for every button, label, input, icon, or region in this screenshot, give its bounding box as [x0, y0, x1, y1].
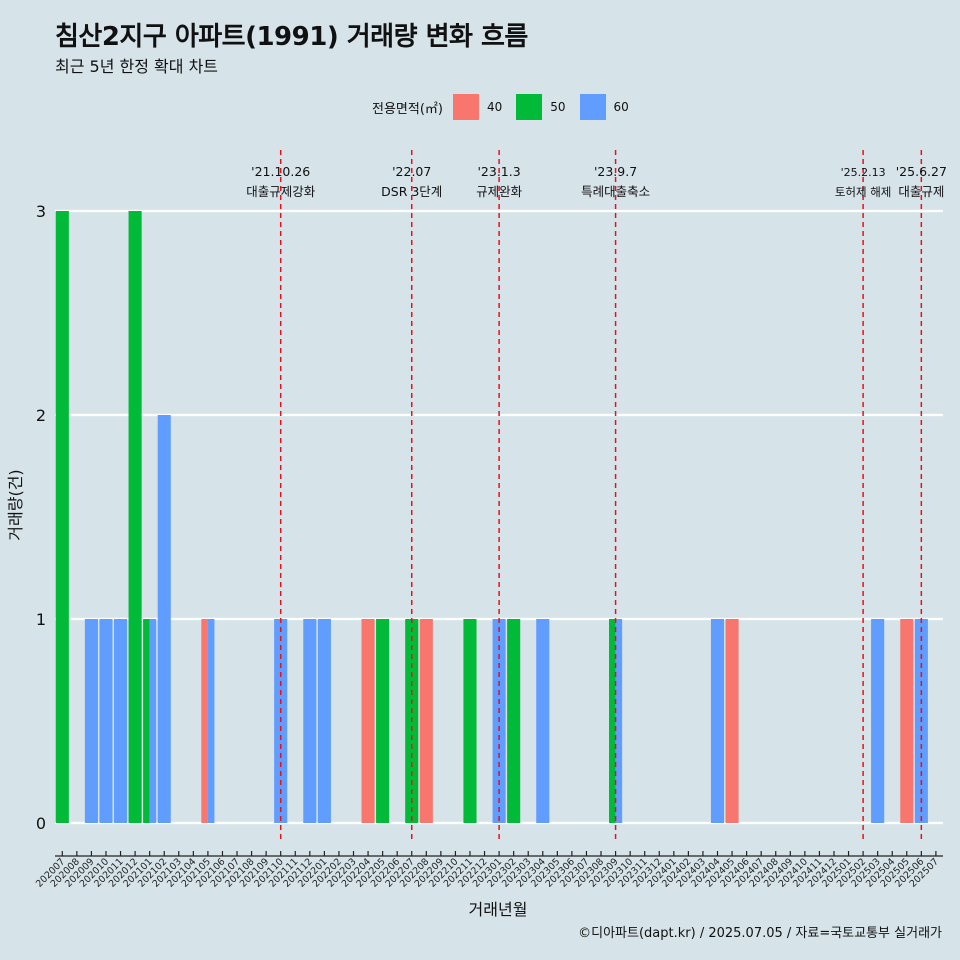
- legend-key-40: [452, 94, 479, 120]
- bar-60-202112: [303, 619, 317, 823]
- bar-50-202012: [128, 211, 142, 823]
- event-name-label: 규제완화: [476, 184, 523, 199]
- y-tick-label: 2: [36, 406, 46, 425]
- bar-50-202205: [376, 619, 390, 823]
- bar-50-202007: [55, 211, 69, 823]
- legend: 전용면적(㎡) 40 50 60: [372, 94, 643, 120]
- event-date-label: '25.2.13: [841, 166, 886, 179]
- event-name-label: DSR 3단계: [381, 184, 442, 199]
- bar-50-202211: [463, 619, 477, 823]
- bar-60-202105: [207, 619, 215, 823]
- bar-50-202309: [609, 619, 616, 823]
- event-name-label: 대출규제강화: [246, 184, 316, 199]
- bar-60-202503: [871, 619, 885, 823]
- source-caption: ©디아파트(dapt.kr) / 2025.07.05 / 자료=국토교통부 실…: [578, 926, 942, 941]
- bar-60-202011: [113, 619, 128, 823]
- legend-title: 전용면적(㎡): [372, 101, 443, 117]
- bar-40-202405: [725, 619, 739, 823]
- bar-60-202101: [149, 619, 157, 823]
- bar-60-202304: [536, 619, 550, 823]
- y-tick-label: 0: [36, 814, 46, 833]
- legend-key-60: [579, 94, 606, 120]
- legend-label-40: 40: [486, 100, 503, 114]
- event-date-label: '25.6.27: [896, 164, 947, 179]
- event-date-label: '22.07: [392, 164, 431, 179]
- bar-50-202101: [143, 619, 150, 823]
- bar-60-202102: [157, 415, 171, 823]
- chart-subtitle: 최근 5년 한정 확대 차트: [55, 57, 219, 76]
- legend-label-60: 60: [613, 100, 629, 114]
- bar-60-202404: [710, 619, 725, 823]
- bar-40-202505: [900, 619, 914, 823]
- y-tick-label: 3: [36, 202, 46, 221]
- event-date-label: '23.9.7: [594, 164, 637, 179]
- x-axis-label: 거래년월: [468, 900, 528, 919]
- chart-title: 침산2지구 아파트(1991) 거래량 변화 흐름: [55, 22, 528, 52]
- y-tick-label: 1: [36, 610, 46, 629]
- legend-label-50: 50: [550, 100, 566, 114]
- bar-60-202309: [615, 619, 623, 823]
- bar-60-202201: [317, 619, 331, 823]
- bar-40-202208: [419, 619, 433, 823]
- event-date-label: '23.1.3: [477, 164, 520, 179]
- event-date-label: '21.10.26: [251, 164, 310, 179]
- bar-40-202105: [201, 619, 208, 823]
- bar-50-202302: [507, 619, 521, 823]
- event-name-label: 특례대출축소: [581, 184, 650, 199]
- legend-key-50: [516, 94, 543, 120]
- event-name-label: 토허제 해제: [835, 185, 892, 199]
- event-name-label: 대출규제: [898, 184, 944, 199]
- bar-40-202204: [361, 619, 375, 823]
- bar-60-202010: [99, 619, 113, 823]
- bar-60-202009: [84, 619, 98, 823]
